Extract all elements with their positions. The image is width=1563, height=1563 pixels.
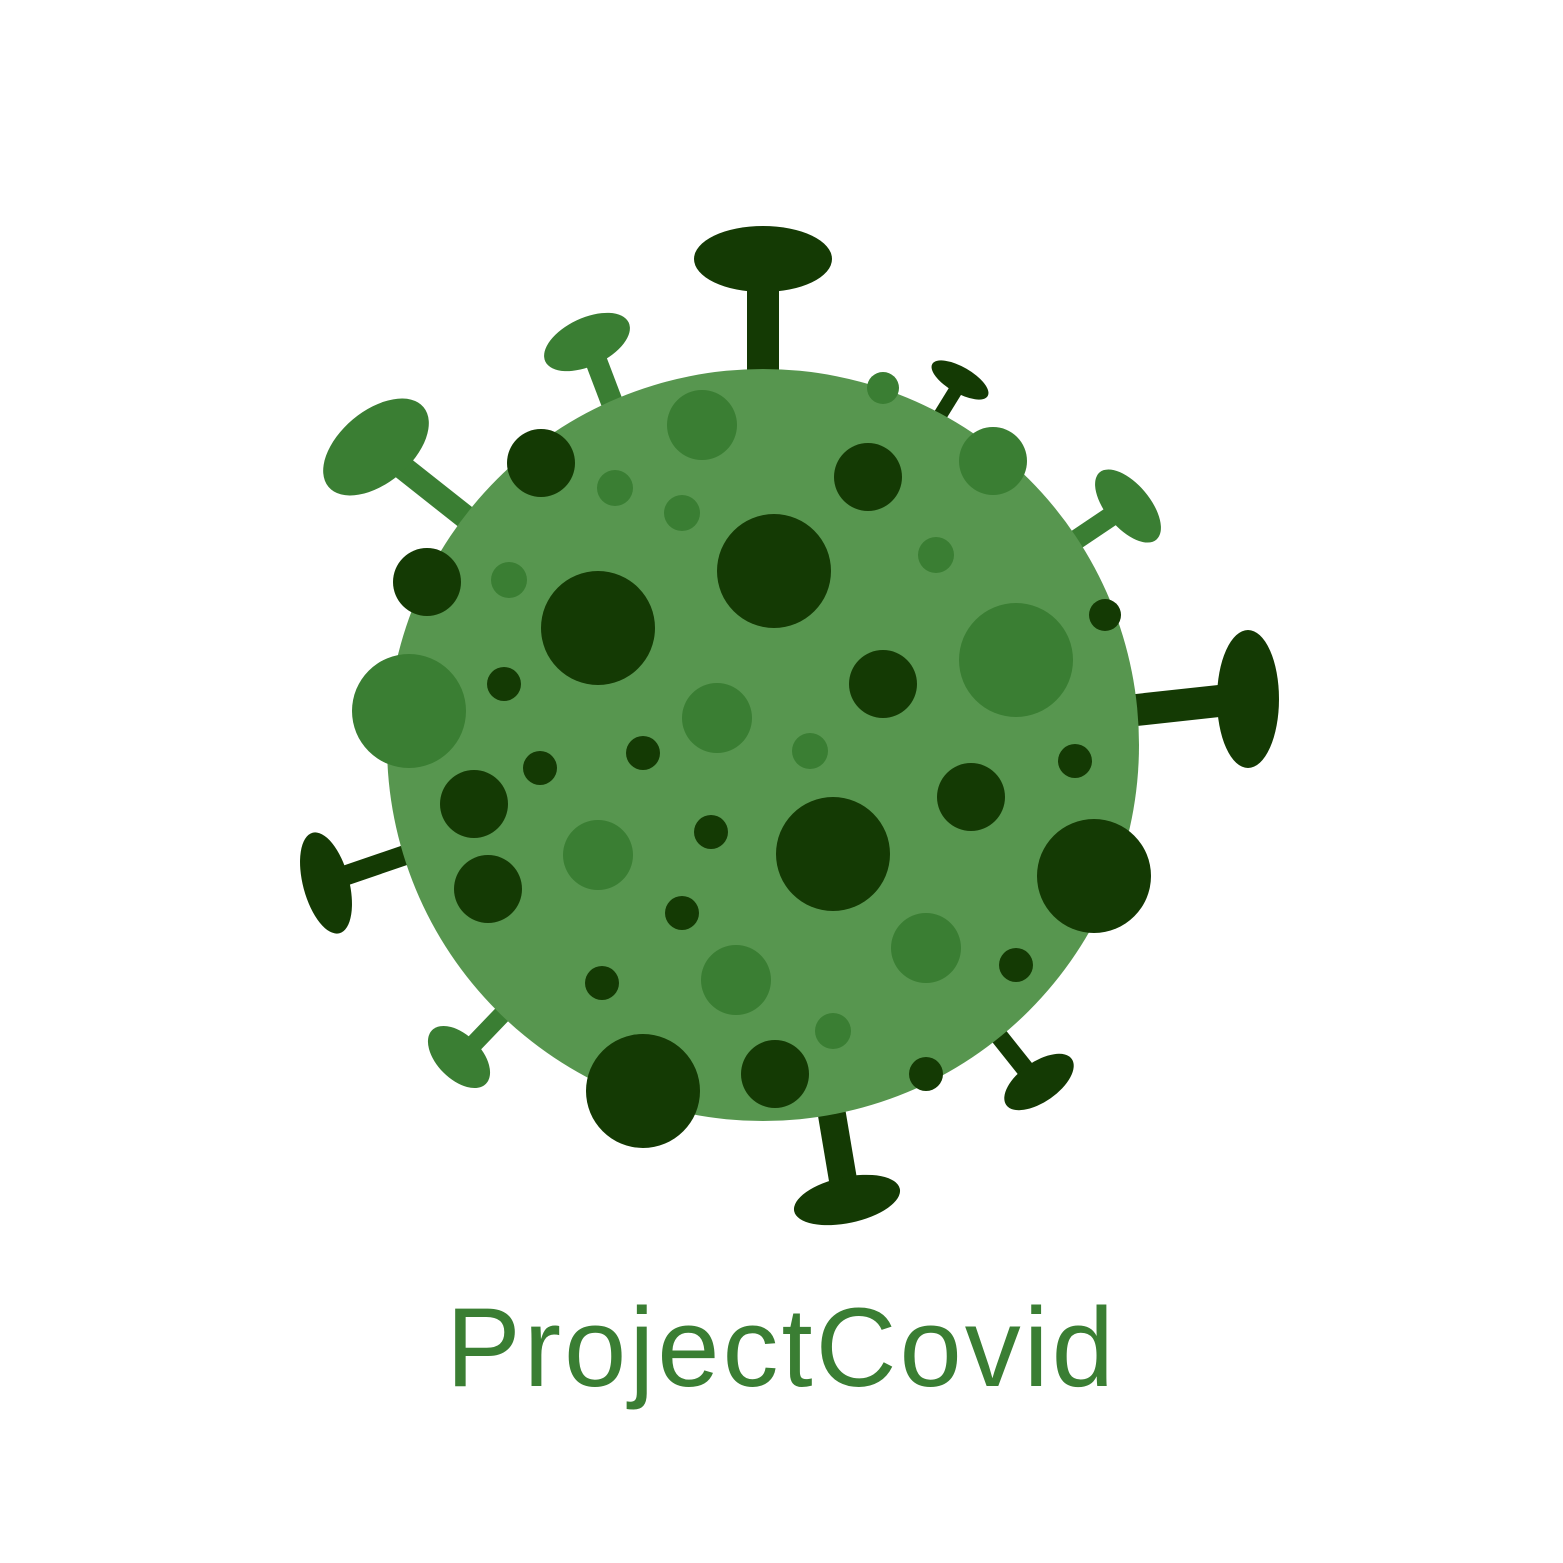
virus-body	[387, 369, 1139, 1121]
virus-spots	[352, 372, 1151, 1148]
virus-spikes	[300, 226, 1279, 1226]
logo-wordmark: ProjectCovid	[446, 1285, 1117, 1410]
